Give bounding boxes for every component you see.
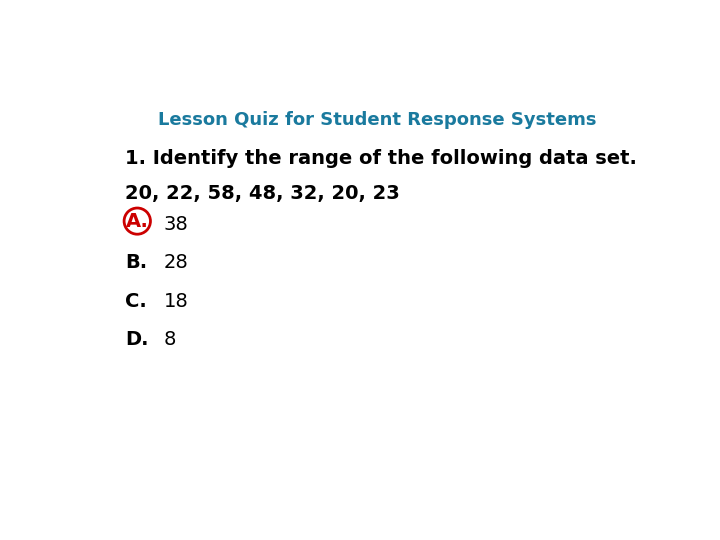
Text: 8: 8 [163,330,176,349]
Text: 18: 18 [163,292,189,311]
Text: C.: C. [125,292,147,311]
Text: A.: A. [126,212,149,231]
Text: 28: 28 [163,253,189,273]
Text: 38: 38 [163,215,189,234]
Text: 20, 22, 58, 48, 32, 20, 23: 20, 22, 58, 48, 32, 20, 23 [125,184,400,203]
Text: D.: D. [125,330,148,349]
Text: 1. Identify the range of the following data set.: 1. Identify the range of the following d… [125,150,636,168]
Text: Lesson Quiz for Student Response Systems: Lesson Quiz for Student Response Systems [158,111,596,129]
Text: B.: B. [125,253,147,273]
